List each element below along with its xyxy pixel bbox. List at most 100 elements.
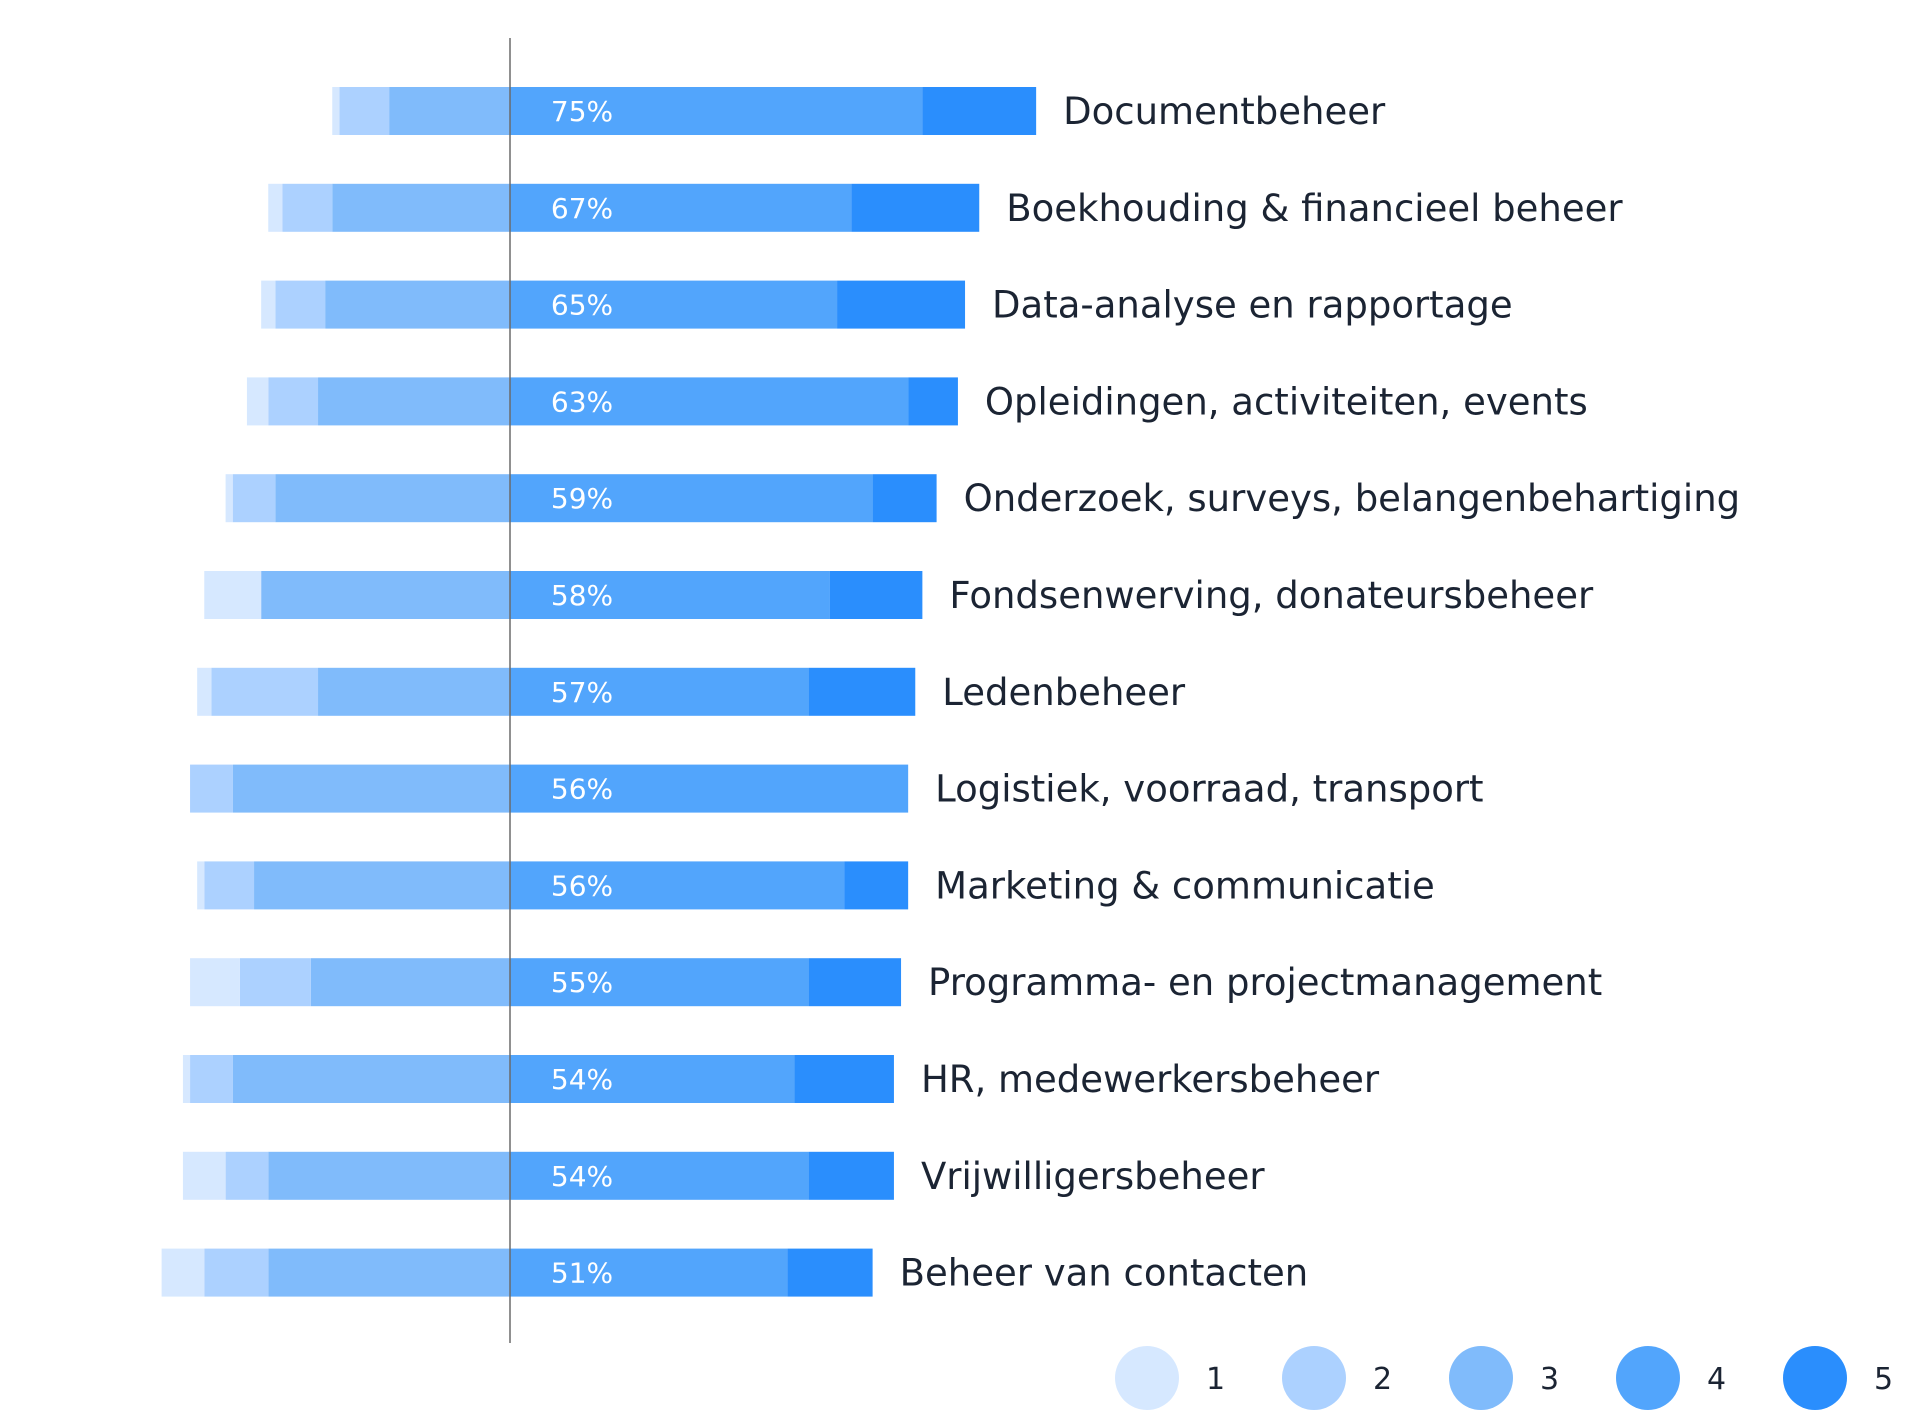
bar-segment-level-5 [808, 958, 902, 1007]
bar-segment-level-2 [190, 1055, 233, 1103]
category-label: Onderzoek, surveys, belangenbehartiging [964, 477, 1741, 520]
bar-segment-level-4 [510, 1055, 795, 1103]
bar-row: 57% Ledenbeheer [197, 667, 1186, 716]
bar-percent-label: 51% [551, 1257, 613, 1290]
bar-segment-level-2 [225, 1151, 269, 1200]
bar-segment-level-4 [510, 474, 873, 523]
legend-label: 1 [1206, 1362, 1225, 1397]
bar-row: 56% Marketing & communicatie [197, 861, 1435, 910]
bar-segment-level-5 [808, 667, 916, 716]
legend-swatch [1115, 1346, 1179, 1410]
bar-segment-level-4 [510, 571, 830, 619]
bar-segment-level-1 [268, 183, 283, 232]
legend-swatch [1783, 1346, 1847, 1410]
bar-segment-level-3 [232, 764, 510, 813]
legend-item-2: 2 [1282, 1346, 1392, 1410]
bar-segment-level-4 [510, 667, 809, 716]
bar-row: 67% Boekhouding & financieel beheer [268, 183, 1623, 232]
bar-percent-label: 57% [551, 676, 613, 709]
bar-segment-level-3 [268, 1151, 510, 1200]
bar-percent-label: 67% [551, 192, 613, 225]
bar-segment-level-1 [204, 571, 262, 619]
bar-segment-level-4 [510, 861, 845, 910]
bar-segment-level-1 [246, 377, 269, 426]
bar-segment-level-2 [275, 280, 326, 329]
bar-segment-level-5 [872, 474, 937, 523]
category-label: Beheer van contacten [900, 1252, 1309, 1295]
bar-segment-level-1 [261, 280, 276, 329]
bar-segment-level-3 [275, 474, 510, 523]
bar-segment-level-3 [254, 861, 510, 910]
bar-segment-level-2 [211, 667, 319, 716]
bar-segment-level-4 [510, 958, 809, 1007]
bar-segment-level-3 [261, 571, 510, 619]
legend-swatch [1449, 1346, 1513, 1410]
bar-segment-level-2 [204, 861, 255, 910]
bar-percent-label: 59% [551, 482, 613, 515]
category-label: HR, medewerkersbeheer [921, 1058, 1380, 1101]
category-label: Data-analyse en rapportage [992, 284, 1513, 327]
legend-label: 5 [1874, 1362, 1893, 1397]
bar-segment-level-3 [268, 1248, 510, 1297]
bar-row: 54% Vrijwilligersbeheer [182, 1151, 1265, 1200]
legend-swatch [1616, 1346, 1680, 1410]
bar-percent-label: 58% [551, 579, 613, 612]
bar-segment-level-2 [239, 958, 311, 1007]
bar-segment-level-1 [197, 861, 205, 910]
bar-segment-level-3 [232, 1055, 510, 1103]
category-label: Programma- en projectmanagement [928, 961, 1602, 1004]
bar-segment-level-4 [510, 377, 909, 426]
bar-row: 75% Documentbeheer [332, 87, 1386, 135]
bar-segment-level-1 [197, 667, 212, 716]
bar-segment-level-2 [268, 377, 319, 426]
bar-segment-level-3 [325, 280, 510, 329]
bar-row: 51% Beheer van contacten [161, 1248, 1309, 1297]
legend-item-1: 1 [1115, 1346, 1225, 1410]
category-label: Ledenbeheer [942, 671, 1186, 714]
bar-segment-level-5 [829, 571, 923, 619]
bar-percent-label: 63% [551, 385, 613, 418]
bar-segment-level-4 [510, 1248, 788, 1297]
bar-segment-level-5 [837, 280, 966, 329]
bar-segment-level-5 [787, 1248, 873, 1297]
legend-item-5: 5 [1783, 1346, 1893, 1410]
bar-percent-label: 54% [551, 1160, 613, 1193]
bar-segment-level-3 [318, 377, 510, 426]
bar-percent-label: 56% [551, 869, 613, 902]
bar-segment-level-4 [510, 764, 909, 813]
bar-segment-level-5 [844, 861, 909, 910]
bar-row: 55% Programma- en projectmanagement [190, 958, 1602, 1007]
legend-label: 3 [1540, 1362, 1559, 1397]
bar-segment-level-5 [851, 183, 980, 232]
bar-percent-label: 65% [551, 289, 613, 322]
bar-row: 58% Fondsenwerving, donateursbeheer [204, 571, 1594, 619]
legend-item-3: 3 [1449, 1346, 1559, 1410]
bar-segment-level-2 [190, 764, 233, 813]
bar-segment-level-5 [808, 1151, 894, 1200]
bar-segment-level-3 [332, 183, 510, 232]
bar-segment-level-3 [389, 87, 510, 135]
bar-row: 54% HR, medewerkersbeheer [182, 1055, 1380, 1103]
legend-swatch [1282, 1346, 1346, 1410]
bar-segment-level-5 [794, 1055, 894, 1103]
bar-row: 56% Logistiek, voorraad, transport [190, 764, 1484, 813]
bar-segment-level-4 [510, 87, 923, 135]
bar-segment-level-1 [332, 87, 340, 135]
bar-percent-label: 56% [551, 773, 613, 806]
bar-segment-level-2 [339, 87, 390, 135]
bar-percent-label: 75% [551, 95, 613, 128]
bar-segment-level-4 [510, 280, 838, 329]
category-label: Boekhouding & financieel beheer [1006, 187, 1623, 230]
legend-item-4: 4 [1616, 1346, 1726, 1410]
bar-row: 59% Onderzoek, surveys, belangenbehartigi… [225, 474, 1741, 523]
category-label: Fondsenwerving, donateursbeheer [949, 574, 1594, 617]
category-label: Marketing & communicatie [935, 864, 1435, 907]
bar-segment-level-5 [922, 87, 1037, 135]
bar-segment-level-1 [190, 958, 240, 1007]
category-label: Opleidingen, activiteiten, events [985, 380, 1588, 423]
bar-segment-level-1 [182, 1055, 191, 1103]
legend-label: 4 [1707, 1362, 1726, 1397]
bar-percent-label: 54% [551, 1063, 613, 1096]
